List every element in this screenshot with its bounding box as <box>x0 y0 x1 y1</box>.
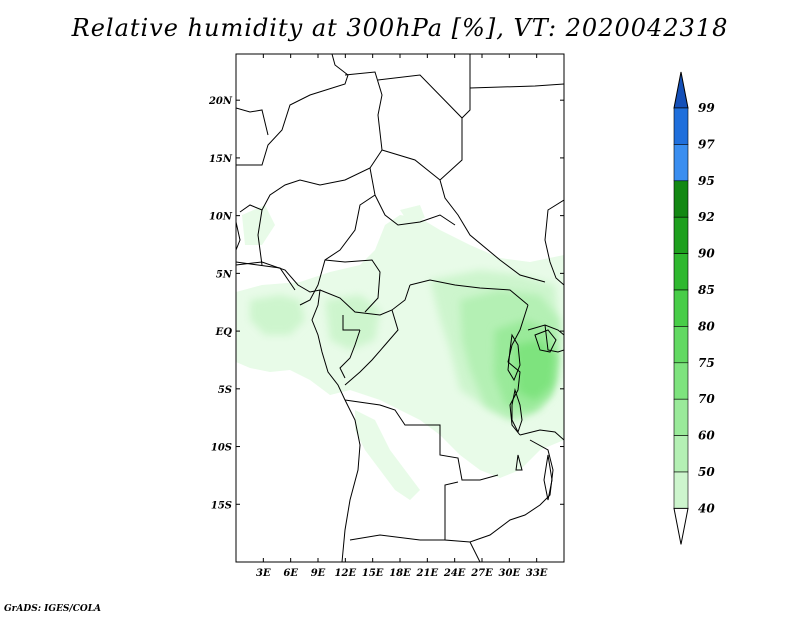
colorbar-box <box>673 289 689 327</box>
colorbar-label: 80 <box>698 319 715 333</box>
grads-credit: GrADS: IGES/COLA <box>4 604 102 614</box>
lon-tick-label: 30E <box>499 568 521 579</box>
country-borders <box>236 54 564 562</box>
lon-tick-label: 24E <box>443 568 466 579</box>
colorbar-box <box>673 435 689 473</box>
lakes <box>507 329 557 501</box>
colorbar-label: 95 <box>698 174 715 188</box>
colorbar-box <box>673 144 689 182</box>
lon-tick-label: 15E <box>362 568 384 579</box>
colorbar: 99 97 95 92 90 85 80 75 70 60 50 40 <box>673 71 715 545</box>
colorbar-box <box>673 107 689 145</box>
colorbar-box <box>673 326 689 364</box>
lon-tick-label: 9E <box>311 568 326 579</box>
colorbar-label: 85 <box>698 283 715 297</box>
lon-tick-label: 21E <box>416 568 439 579</box>
lon-tick-label: 3E <box>256 568 271 579</box>
lat-tick-label: 15S <box>211 500 232 511</box>
colorbar-box <box>673 362 689 400</box>
longitude-axis: 3E 6E 9E 12E 15E 18E 21E 24E 27E 30E 33E <box>256 54 548 579</box>
lat-tick-label: 20N <box>208 96 233 107</box>
colorbar-label: 90 <box>698 247 715 261</box>
colorbar-over-triangle <box>673 71 689 109</box>
lat-tick-label: 10N <box>209 212 233 223</box>
humidity-shading <box>236 205 564 500</box>
colorbar-label: 97 <box>698 137 715 151</box>
lat-tick-label: 15N <box>209 154 233 165</box>
map-title: Relative humidity at 300hPa [%], VT: 202… <box>71 14 729 42</box>
lon-tick-label: 12E <box>335 568 357 579</box>
coastline <box>236 221 346 401</box>
lon-tick-label: 6E <box>283 568 298 579</box>
colorbar-label: 60 <box>698 429 715 443</box>
colorbar-label: 70 <box>698 392 715 406</box>
colorbar-label: 92 <box>698 210 715 224</box>
colorbar-label: 99 <box>698 101 715 115</box>
lat-tick-label: 5N <box>216 269 233 280</box>
colorbar-box <box>673 471 689 509</box>
lon-tick-label: 33E <box>526 568 548 579</box>
lat-tick-label: 5S <box>218 385 232 396</box>
colorbar-box <box>673 398 689 436</box>
lat-tick-label: 10S <box>211 443 232 454</box>
lon-tick-label: 27E <box>470 568 493 579</box>
colorbar-box <box>673 180 689 218</box>
latitude-axis: 20N 15N 10N 5N EQ 5S 10S 15S <box>208 96 564 511</box>
colorbar-label: 50 <box>698 465 715 479</box>
colorbar-label: 75 <box>698 356 715 370</box>
colorbar-box <box>673 253 689 291</box>
colorbar-label: 40 <box>698 501 715 515</box>
colorbar-under-triangle <box>673 507 689 545</box>
lon-tick-label: 18E <box>389 568 411 579</box>
colorbar-box <box>673 216 689 254</box>
humidity-band-75 <box>515 340 555 400</box>
lat-tick-label: EQ <box>215 327 233 338</box>
